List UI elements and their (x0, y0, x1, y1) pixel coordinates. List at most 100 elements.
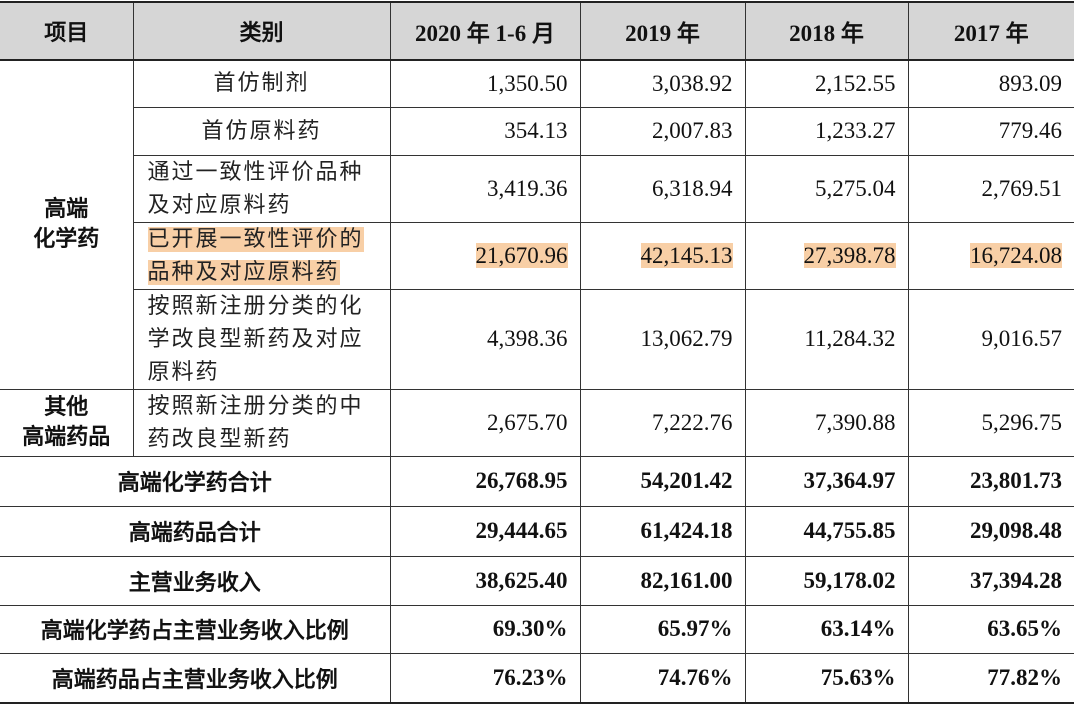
total-value: 26,768.95 (389, 455, 581, 507)
group-label: 其他 高端药品 (0, 388, 134, 457)
total-label: 高端化学药占主营业务收入比例 (0, 604, 391, 654)
data-row: 其他 高端药品 按照新注册分类的中 药改良型新药 2,675.70 7,222.76 7,3… (0, 388, 1074, 457)
total-label: 高端化学药合计 (0, 455, 391, 507)
text-line: 通过一致性评价品种 (148, 156, 390, 189)
text-line: 原料药 (148, 356, 390, 389)
value-text: 4,398.36 (487, 326, 568, 351)
value-text: 2,769.51 (981, 175, 1063, 201)
value-cell: 779.46 (907, 106, 1074, 156)
line-text: 药改良型新药 (147, 426, 292, 452)
value-cell: 5,296.75 (907, 388, 1074, 457)
line-text: 按照新注册分类的化 (147, 293, 364, 319)
total-row: 高端化学药合计 26,768.95 54,201.42 37,364.97 23,801… (0, 455, 1074, 507)
line-text: 已开展一致性评价的 (147, 226, 364, 252)
value-cell: 9,016.57 (907, 288, 1074, 390)
value-cell: 893.09 (907, 59, 1074, 108)
value-text: 5,275.04 (815, 175, 896, 201)
total-value: 38,625.40 (389, 555, 581, 606)
value-text: 13,062.79 (640, 326, 733, 351)
header-cell: 2018 年 (744, 1, 909, 61)
value-cell: 1,233.27 (744, 106, 909, 156)
value-text: 7,390.88 (815, 409, 896, 435)
total-value: 69.30% (389, 604, 581, 654)
value-cell: 11,284.32 (744, 288, 909, 390)
value-text: 2,152.55 (815, 70, 896, 96)
total-value: 61,424.18 (579, 505, 746, 557)
value-cell: 3,038.92 (579, 59, 746, 108)
total-label: 主营业务收入 (0, 555, 391, 606)
value-cell: 4,398.36 (389, 288, 581, 390)
total-value: 74.76% (579, 652, 746, 704)
category-cell: 按照新注册分类的中 药改良型新药 (132, 388, 391, 457)
value-cell: 354.13 (389, 106, 581, 156)
text-line: 及对应原料药 (148, 189, 390, 222)
value-text: 27,398.78 (803, 242, 896, 268)
header-cell: 项目 (0, 1, 134, 61)
text-line: 首仿原料药 (134, 115, 390, 148)
value-text: 6,318.94 (652, 175, 733, 201)
header-cell: 2020 年 1-6 月 (389, 1, 581, 61)
table-body: 高端 化学药 首仿制剂 1,350.50 3,038.92 2,152.55 893.09 首… (0, 59, 1074, 704)
line-text: 按照新注册分类的中 (147, 393, 364, 419)
total-label: 高端药品合计 (0, 505, 391, 557)
value-text: 21,670.96 (475, 242, 568, 268)
value-cell: 2,769.51 (907, 154, 1074, 223)
line-text: 原料药 (147, 359, 220, 385)
line-text: 化学药 (33, 226, 100, 252)
value-text: 779.46 (998, 118, 1062, 143)
data-row: 首仿原料药 354.13 2,007.83 1,233.27 779.46 (0, 106, 1074, 156)
value-cell: 21,670.96 (389, 221, 581, 290)
text-line: 高端药品 (0, 423, 133, 453)
line-text: 首仿原料药 (201, 118, 322, 144)
value-text: 16,724.08 (970, 242, 1062, 268)
value-cell: 2,007.83 (579, 106, 746, 156)
data-row: 高端化学药 首仿制剂 1,350.50 3,038.92 2,152.55 893.09 (0, 59, 1074, 390)
header-cell: 2017 年 (907, 1, 1074, 61)
total-value: 29,098.48 (907, 505, 1074, 557)
value-text: 354.13 (504, 118, 568, 143)
value-text: 7,222.76 (652, 409, 733, 435)
category-cell: 首仿制剂 (132, 59, 391, 108)
line-text: 通过一致性评价品种 (147, 159, 364, 185)
total-value: 37,394.28 (907, 555, 1074, 606)
total-value: 59,178.02 (744, 555, 909, 606)
value-cell: 6,318.94 (579, 154, 746, 223)
line-text: 首仿制剂 (213, 71, 310, 97)
value-text: 42,145.13 (640, 242, 733, 268)
value-text: 3,038.92 (652, 70, 733, 96)
category-cell: 首仿原料药 (133, 106, 391, 156)
header-cell: 2019 年 (579, 1, 746, 61)
total-value: 76.23% (389, 652, 581, 704)
value-cell: 7,390.88 (744, 388, 909, 457)
value-cell: 42,145.13 (579, 221, 746, 290)
line-text: 其他 (44, 394, 89, 420)
total-value: 37,364.97 (744, 455, 909, 507)
line-text: 高端 (44, 196, 89, 222)
line-text: 及对应原料药 (147, 192, 292, 218)
value-cell: 1,350.50 (389, 59, 581, 108)
total-row: 主营业务收入 38,625.40 82,161.00 59,178.02 37,394.… (0, 555, 1074, 606)
text-line: 品种及对应原料药 (147, 256, 390, 289)
value-cell: 27,398.78 (744, 221, 909, 290)
text-line: 药改良型新药 (148, 423, 390, 456)
total-value: 63.65% (907, 604, 1074, 654)
total-value: 77.82% (907, 652, 1074, 704)
line-text: 学改良型新药及对应 (147, 326, 364, 352)
total-value: 29,444.65 (389, 505, 581, 557)
category-cell: 按照新注册分类的化 学改良型新药及对应 原料药 (133, 288, 391, 390)
total-row: 高端药品合计 29,444.65 61,424.18 44,755.85 29,098.… (0, 505, 1074, 557)
category-cell: 通过一致性评价品种 及对应原料药 (133, 154, 391, 223)
total-value: 44,755.85 (744, 505, 909, 557)
header-row: 项目 类别 2020 年 1-6 月 2019 年 2018 年 2017 年 (0, 1, 1074, 61)
text-line: 首仿制剂 (134, 67, 390, 100)
text-line: 高端 (0, 195, 133, 225)
value-text: 1,233.27 (815, 118, 896, 143)
text-line: 学改良型新药及对应 (148, 323, 390, 356)
total-row: 高端药品占主营业务收入比例 76.23% 74.76% 75.63% 77.82% (0, 652, 1074, 704)
total-label: 高端药品占主营业务收入比例 (0, 652, 391, 704)
value-cell: 5,275.04 (744, 154, 909, 223)
text-line: 按照新注册分类的化 (148, 290, 390, 323)
data-row: 已开展一致性评价的品种及对应原料药 21,670.96 42,145.13 27,39… (0, 221, 1074, 290)
